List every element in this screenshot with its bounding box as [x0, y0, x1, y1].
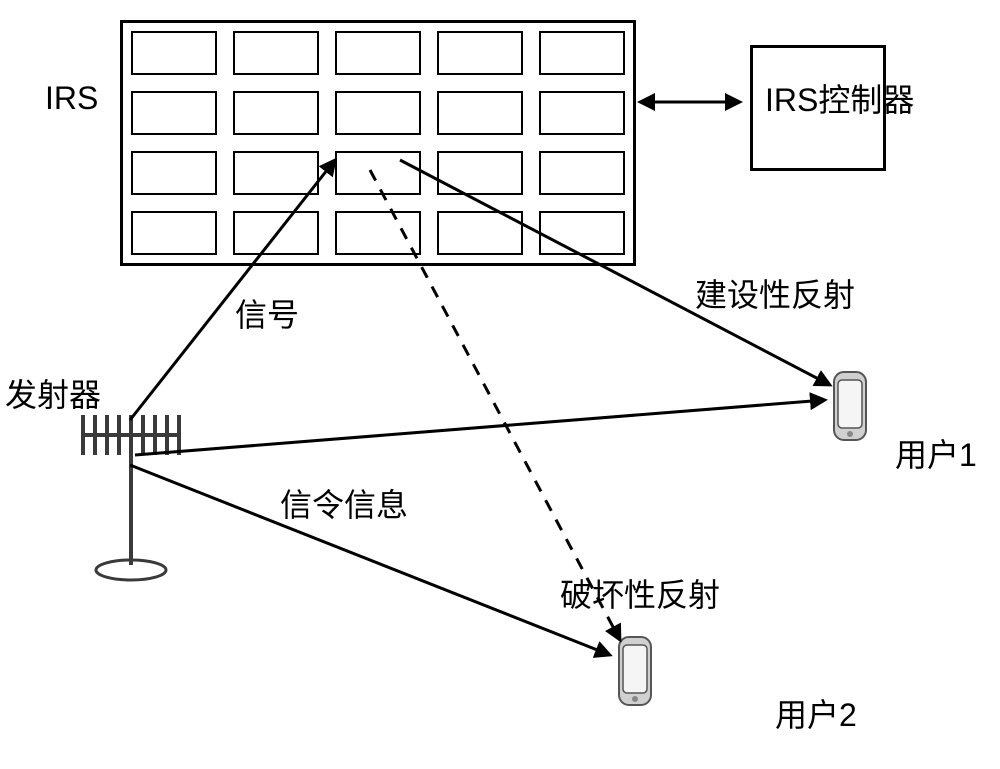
label-irs: IRS [45, 80, 98, 117]
label-signaling-info: 信令信息 [280, 480, 408, 526]
label-signal: 信号 [235, 290, 299, 336]
irs-cell [335, 91, 421, 135]
diagram-canvas: IRS IRS控制器 发射器 信号 建设性反射 破坏性反射 信令信息 用户1 用… [0, 0, 1000, 769]
label-user1: 用户1 [895, 430, 977, 476]
irs-cell [437, 151, 523, 195]
irs-panel [120, 20, 636, 266]
irs-cell [539, 151, 625, 195]
irs-cell [335, 211, 421, 255]
irs-cell [131, 211, 217, 255]
irs-cell [131, 91, 217, 135]
label-constructive-reflection: 建设性反射 [695, 270, 855, 316]
irs-cell [233, 91, 319, 135]
irs-cell [437, 31, 523, 75]
label-user2: 用户2 [775, 690, 857, 736]
irs-cell [335, 31, 421, 75]
transmitter-icon [75, 410, 185, 595]
user2-phone-icon [615, 635, 655, 712]
irs-cell [131, 31, 217, 75]
label-destructive-reflection: 破坏性反射 [560, 570, 720, 616]
irs-cell [131, 151, 217, 195]
irs-cell [233, 151, 319, 195]
irs-grid [123, 23, 633, 263]
irs-cell [437, 91, 523, 135]
user1-phone-icon [830, 370, 870, 447]
arrow-tx-to-user1 [135, 400, 825, 455]
label-irs-controller: IRS控制器 [765, 75, 914, 121]
irs-cell [539, 211, 625, 255]
irs-cell [539, 31, 625, 75]
irs-cell [437, 211, 523, 255]
irs-cell [233, 211, 319, 255]
irs-cell [335, 151, 421, 195]
irs-cell [233, 31, 319, 75]
irs-cell [539, 91, 625, 135]
